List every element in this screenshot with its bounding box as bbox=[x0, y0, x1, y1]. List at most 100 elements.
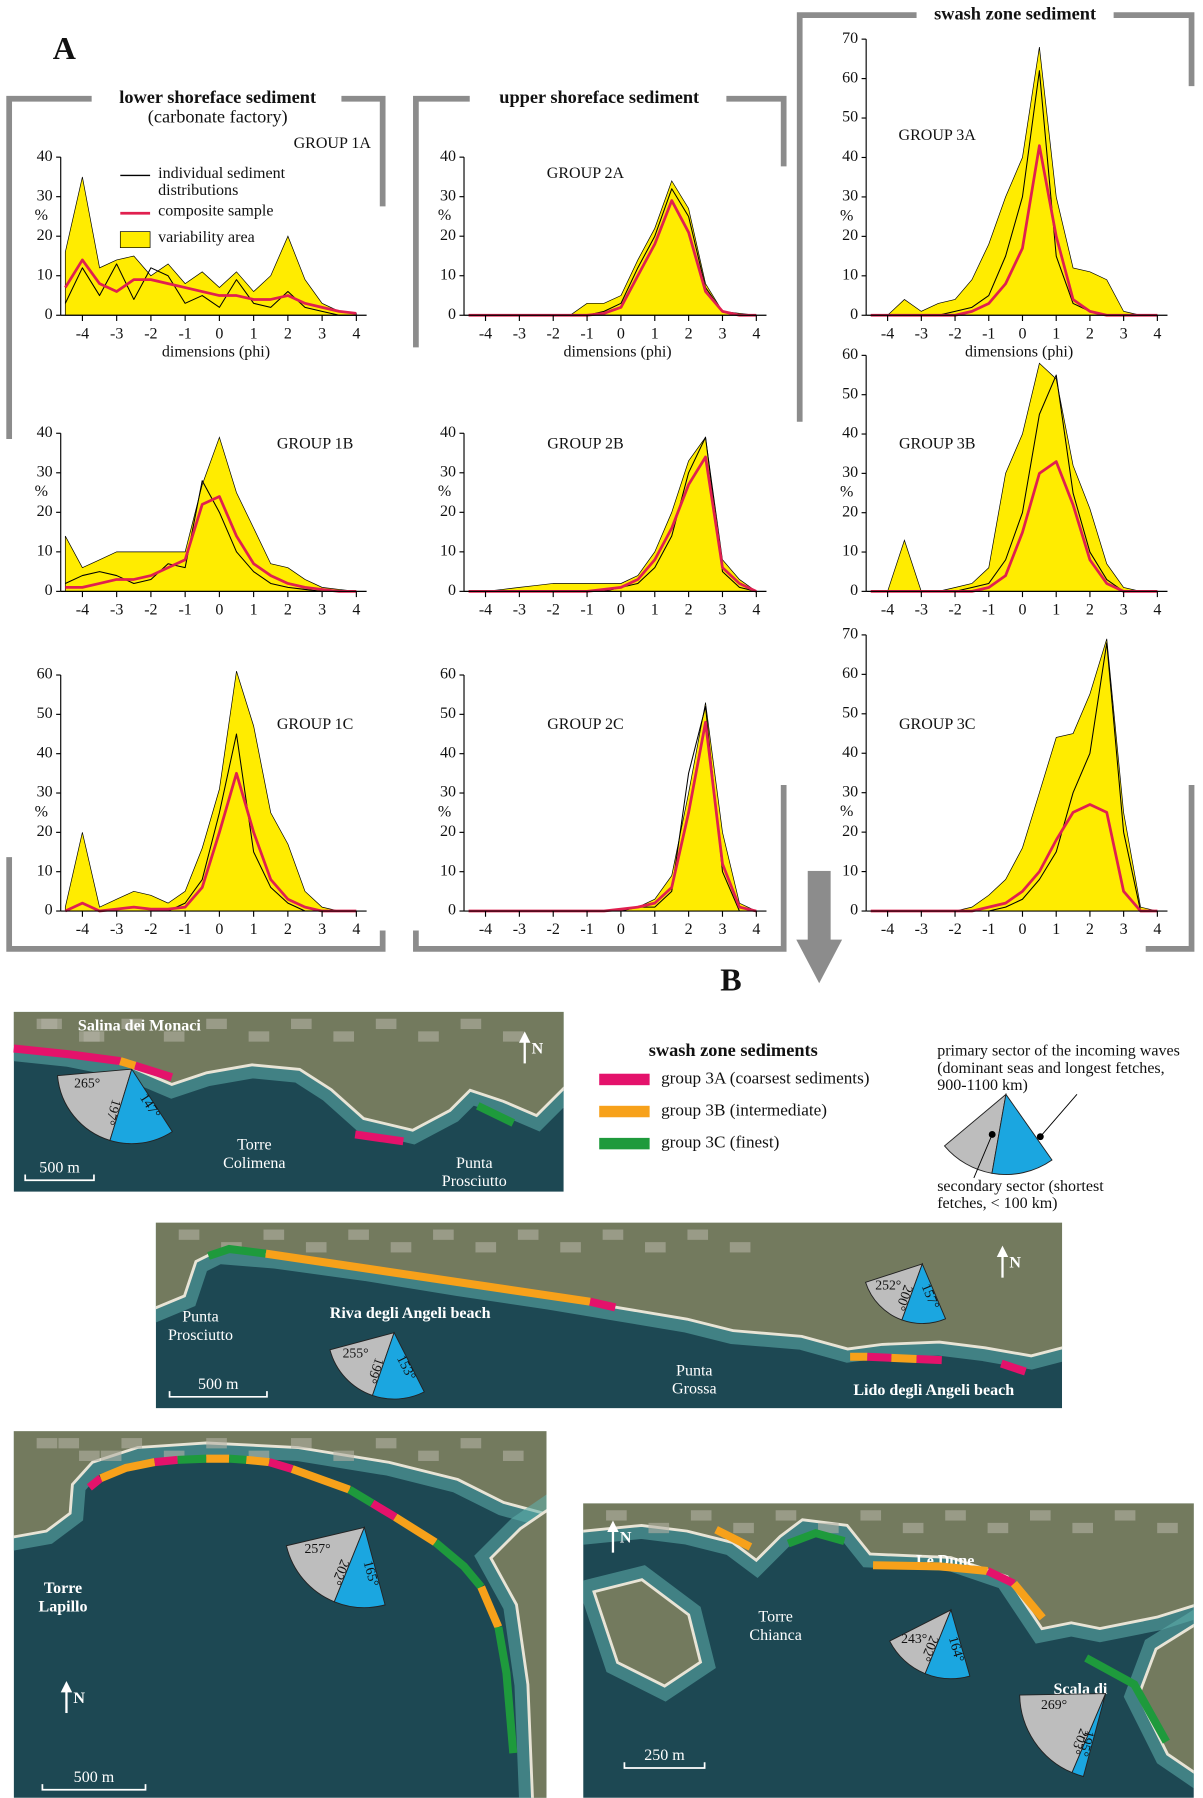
x-tick-label: 0 bbox=[215, 602, 223, 619]
settlement bbox=[603, 1230, 624, 1240]
y-tick-label: 0 bbox=[850, 582, 858, 599]
settlement bbox=[645, 1242, 666, 1252]
x-tick-label: -3 bbox=[513, 602, 526, 619]
y-tick-label: 40 bbox=[440, 744, 456, 761]
settlement bbox=[461, 1438, 482, 1448]
chart-title: GROUP 1B bbox=[277, 435, 353, 452]
place-label: Torre bbox=[44, 1580, 82, 1597]
variability-area bbox=[469, 703, 757, 912]
x-tick-label: 2 bbox=[685, 921, 693, 938]
group-header: (carbonate factory) bbox=[148, 106, 288, 127]
north-label: N bbox=[620, 1530, 632, 1547]
y-tick-label: 40 bbox=[37, 744, 53, 761]
y-tick-label: 30 bbox=[37, 463, 53, 480]
y-tick-label: 30 bbox=[37, 784, 53, 801]
chart-title: GROUP 1A bbox=[294, 135, 372, 152]
bracket bbox=[1114, 15, 1192, 86]
x-tick-label: -4 bbox=[881, 602, 894, 619]
x-tick-label: 2 bbox=[284, 325, 292, 342]
x-tick-label: -2 bbox=[547, 602, 560, 619]
settlement bbox=[860, 1510, 881, 1520]
x-tick-label: 4 bbox=[352, 921, 360, 938]
x-tick-label: 1 bbox=[651, 325, 659, 342]
legend-swatch bbox=[120, 232, 150, 248]
map: PuntaProsciuttoRiva degli Angeli beachPu… bbox=[156, 1223, 1062, 1409]
legend-label: group 3B (intermediate) bbox=[661, 1100, 827, 1119]
y-axis-label: % bbox=[35, 803, 48, 820]
leader-line bbox=[1040, 1094, 1077, 1136]
y-tick-label: 20 bbox=[842, 503, 858, 520]
settlement bbox=[264, 1230, 285, 1240]
down-arrow bbox=[796, 871, 842, 983]
y-tick-label: 0 bbox=[448, 582, 456, 599]
y-tick-label: 60 bbox=[37, 666, 53, 683]
variability-area bbox=[469, 181, 757, 315]
bracket bbox=[341, 99, 382, 207]
chart-title: GROUP 2C bbox=[547, 716, 623, 733]
y-tick-label: 20 bbox=[842, 227, 858, 244]
x-tick-label: 4 bbox=[752, 921, 760, 938]
x-tick-label: -1 bbox=[982, 921, 995, 938]
x-tick-label: 3 bbox=[1120, 602, 1128, 619]
y-axis-label: % bbox=[840, 207, 853, 224]
chart: -4-3-2-1012340102030405060%GROUP 2C bbox=[438, 666, 767, 938]
x-tick-label: 4 bbox=[352, 325, 360, 342]
x-tick-label: -1 bbox=[178, 325, 191, 342]
y-tick-label: 50 bbox=[37, 705, 53, 722]
variability-area bbox=[871, 639, 1158, 911]
y-tick-label: 60 bbox=[842, 346, 858, 363]
sector-legend-text: (dominant seas and longest fetches, bbox=[937, 1060, 1165, 1077]
settlement bbox=[606, 1510, 627, 1520]
chart-title: GROUP 1C bbox=[277, 716, 353, 733]
y-tick-label: 40 bbox=[842, 744, 858, 761]
x-tick-label: -4 bbox=[881, 325, 894, 342]
variability-area bbox=[871, 47, 1158, 315]
settlement bbox=[776, 1510, 797, 1520]
arrow-shaft bbox=[808, 871, 831, 942]
sector-label: 255° bbox=[343, 1346, 369, 1361]
legend-title: swash zone sediments bbox=[649, 1040, 818, 1060]
x-tick-label: -2 bbox=[144, 921, 157, 938]
x-tick-label: -4 bbox=[76, 921, 89, 938]
x-tick-label: 0 bbox=[1018, 921, 1026, 938]
place-label: Punta bbox=[456, 1155, 493, 1172]
chart-title: GROUP 2A bbox=[547, 165, 625, 182]
sector-label: 252° bbox=[875, 1278, 901, 1293]
x-tick-label: 1 bbox=[250, 921, 258, 938]
y-tick-label: 20 bbox=[37, 823, 53, 840]
x-tick-label: -4 bbox=[881, 921, 894, 938]
x-tick-label: 3 bbox=[718, 921, 726, 938]
x-tick-label: -4 bbox=[479, 602, 492, 619]
bracket bbox=[726, 99, 783, 167]
x-tick-label: 2 bbox=[1086, 602, 1094, 619]
place-label: Torre bbox=[237, 1137, 271, 1154]
settlement bbox=[1030, 1510, 1051, 1520]
settlement bbox=[418, 1451, 439, 1461]
sediment-segment bbox=[246, 1460, 269, 1462]
x-tick-label: 2 bbox=[284, 921, 292, 938]
place-label: Lido degli Angeli beach bbox=[853, 1382, 1014, 1399]
place-label: Lapillo bbox=[39, 1598, 88, 1615]
y-tick-label: 20 bbox=[440, 503, 456, 520]
sediment-segment bbox=[867, 1357, 891, 1358]
settlement bbox=[1157, 1523, 1178, 1533]
x-tick-label: -3 bbox=[915, 921, 928, 938]
x-axis-label: dimensions (phi) bbox=[965, 344, 1073, 361]
y-tick-label: 0 bbox=[850, 902, 858, 919]
place-label: Prosciutto bbox=[442, 1173, 507, 1190]
x-tick-label: -1 bbox=[178, 602, 191, 619]
place-label: Chianca bbox=[749, 1627, 802, 1644]
chart-title: GROUP 3B bbox=[899, 435, 975, 452]
x-tick-label: -3 bbox=[110, 325, 123, 342]
x-tick-label: 3 bbox=[1120, 921, 1128, 938]
x-tick-label: -1 bbox=[178, 921, 191, 938]
settlement bbox=[376, 1019, 397, 1029]
y-tick-label: 60 bbox=[842, 69, 858, 86]
y-tick-label: 50 bbox=[842, 704, 858, 721]
y-tick-label: 50 bbox=[440, 705, 456, 722]
north-label: N bbox=[532, 1040, 544, 1057]
sector-label: 269° bbox=[1041, 1697, 1067, 1712]
y-tick-label: 20 bbox=[440, 227, 456, 244]
x-tick-label: -3 bbox=[110, 921, 123, 938]
chart: -4-3-2-1012340102030405060%GROUP 1C bbox=[35, 666, 367, 938]
